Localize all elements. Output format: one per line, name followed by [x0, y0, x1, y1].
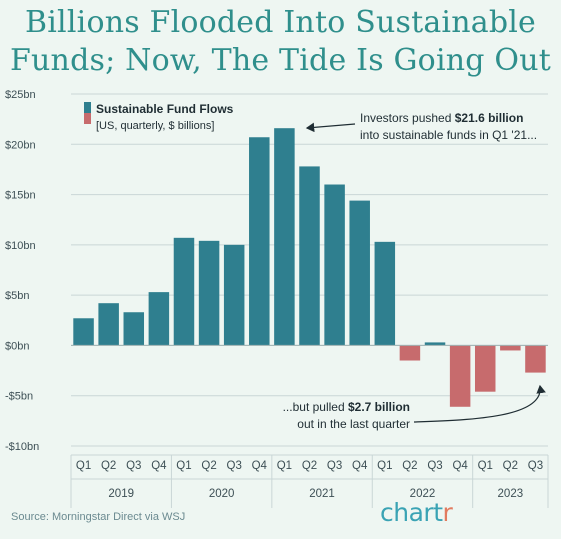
x-tick-label: Q2: [101, 460, 116, 472]
x-tick-label: Q2: [302, 460, 317, 472]
y-tick-label: -$5bn: [5, 391, 33, 403]
legend-swatch-positive: [84, 102, 91, 113]
x-tick-label: Q3: [227, 460, 242, 472]
year-label: 2020: [209, 488, 235, 500]
bar: [500, 345, 521, 351]
bar: [374, 241, 396, 346]
bar: [249, 137, 270, 346]
legend-title: Sustainable Fund Flows: [96, 102, 234, 116]
x-tick-label: Q1: [377, 460, 392, 472]
bar: [148, 292, 170, 346]
annotation-peak-text: Investors pushed: [360, 111, 455, 125]
bar: [474, 345, 496, 392]
chartr-logo: chartr: [380, 498, 453, 527]
annotation-peak-arrow: [305, 122, 356, 133]
annotation-outflow-text: ...but pulled: [283, 400, 348, 414]
x-tick-label: Q1: [76, 460, 91, 472]
bar: [424, 342, 446, 346]
x-tick-label: Q1: [277, 460, 292, 472]
x-tick-label: Q2: [201, 460, 216, 472]
x-tick-label: Q4: [151, 460, 167, 472]
x-tick-label: Q1: [176, 460, 191, 472]
x-tick-label: Q3: [327, 460, 342, 472]
x-tick-label: Q2: [503, 460, 518, 472]
bar: [525, 345, 546, 373]
y-tick-label: $0bn: [5, 340, 29, 352]
bar: [299, 166, 320, 346]
annotation-peak-amount: $21.6 billion: [455, 111, 524, 125]
y-tick-label: -$10bn: [5, 441, 39, 453]
annotation-peak-line-1: Investors pushed $21.6 billion: [360, 111, 523, 125]
year-label: 2021: [309, 488, 335, 500]
x-tick-label: Q4: [252, 460, 268, 472]
x-tick-label: Q3: [528, 460, 543, 472]
year-label: 2022: [410, 488, 436, 500]
year-label: 2019: [108, 488, 134, 500]
bar: [73, 318, 94, 346]
legend-subtitle: [US, quarterly, $ billions]: [96, 120, 214, 132]
annotation-outflow-line-2: out in the last quarter: [297, 417, 410, 431]
y-tick-label: $15bn: [5, 190, 36, 202]
bar: [399, 345, 421, 361]
bar: [223, 244, 245, 346]
year-label: 2023: [498, 488, 524, 500]
annotation-outflow-arrow: [413, 384, 546, 423]
bar: [198, 240, 220, 346]
bar: [274, 128, 295, 346]
x-tick-label: Q3: [126, 460, 141, 472]
x-tick-label: Q1: [478, 460, 493, 472]
bar: [449, 345, 471, 407]
logo-main: chart: [380, 498, 443, 527]
legend-swatch-negative: [84, 113, 91, 124]
bar: [173, 237, 195, 346]
bar: [324, 184, 345, 346]
x-tick-label: Q2: [402, 460, 417, 472]
annotation-peak-line-2: into sustainable funds in Q1 '21...: [360, 128, 537, 142]
x-tick-label: Q4: [352, 460, 368, 472]
logo-accent: r: [442, 498, 453, 527]
annotation-outflow-line-1: ...but pulled $2.7 billion: [283, 400, 410, 414]
bar: [123, 312, 145, 346]
x-tick-label: Q4: [452, 460, 468, 472]
annotation-outflow-amount: $2.7 billion: [348, 400, 410, 414]
bar: [349, 200, 370, 346]
y-tick-label: $10bn: [5, 240, 36, 252]
y-tick-label: $5bn: [5, 290, 29, 302]
y-tick-label: $20bn: [5, 139, 36, 151]
y-tick-label: $25bn: [5, 89, 36, 101]
source-note: Source: Morningstar Direct via WSJ: [11, 511, 186, 523]
x-tick-label: Q3: [427, 460, 442, 472]
chart-title-line-1: Billions Flooded Into Sustainable: [25, 5, 536, 40]
bar: [98, 303, 119, 346]
chart-title-line-2: Funds; Now, The Tide Is Going Out: [10, 43, 551, 78]
